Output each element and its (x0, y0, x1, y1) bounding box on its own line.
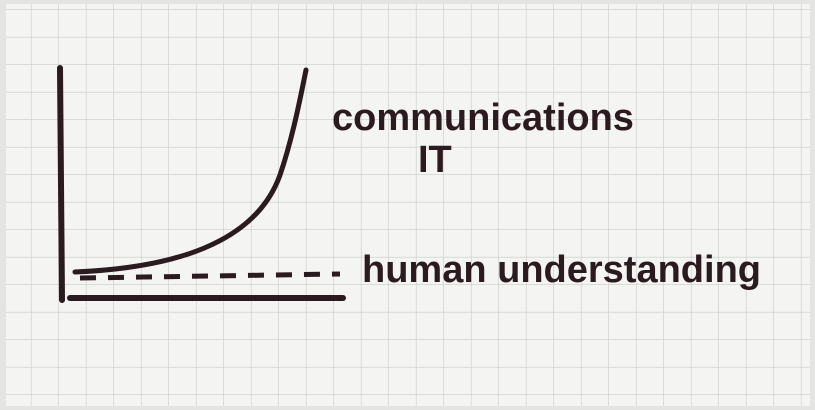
y-axis (57, 65, 65, 303)
curve-label-line1: communications (332, 97, 634, 139)
dashed-line (79, 271, 341, 281)
exponential-curve (72, 67, 309, 275)
dashed-label: human understanding (362, 249, 761, 291)
curve-label-line2: IT (418, 139, 452, 181)
graph-paper (6, 4, 810, 406)
